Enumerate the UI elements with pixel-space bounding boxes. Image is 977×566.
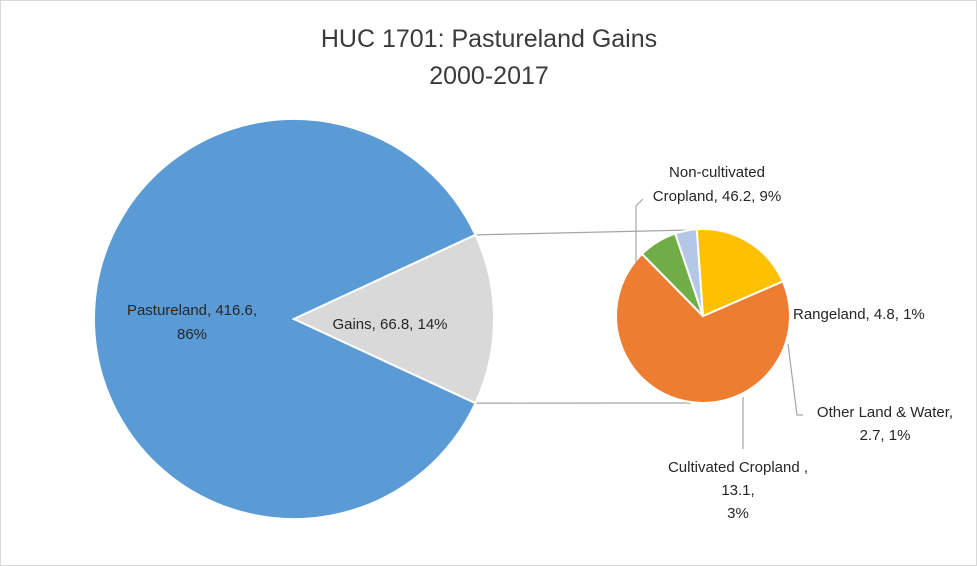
leader-lines xyxy=(635,198,803,449)
label-rangeland-line-1: Rangeland, 4.8, 1% xyxy=(793,306,925,323)
connector-top xyxy=(475,229,692,236)
secondary-pie xyxy=(615,228,791,404)
connector-lines xyxy=(475,229,692,404)
label-pastureland-line-2: 86% xyxy=(177,326,207,343)
label-other-line-2: 2.7, 1% xyxy=(860,427,911,444)
label-noncultivated-line-2: Cropland, 46.2, 9% xyxy=(653,188,781,205)
chart-title: HUC 1701: Pastureland Gains xyxy=(321,25,657,53)
leader-noncultivated xyxy=(635,198,644,263)
label-cultivated-line-1: Cultivated Cropland , xyxy=(668,459,808,476)
label-cultivated-line-3: 3% xyxy=(727,505,749,522)
leader-other xyxy=(787,343,803,416)
label-noncultivated-line-1: Non-cultivated xyxy=(669,164,765,181)
slice-gains xyxy=(291,233,495,405)
data-labels: Pastureland, 416.6, 86% Gains, 66.8, 14% No… xyxy=(127,164,953,522)
label-other-line-1: Other Land & Water, xyxy=(817,404,953,421)
primary-pie xyxy=(93,118,495,520)
label-cultivated-line-2: 13.1, xyxy=(721,482,754,499)
label-gains-line-1: Gains, 66.8, 14% xyxy=(332,316,447,333)
slice-cultivated xyxy=(695,228,785,318)
slice-noncultivated xyxy=(615,252,791,404)
chart-subtitle: 2000-2017 xyxy=(429,62,549,90)
slice-pastureland xyxy=(93,118,477,520)
label-pastureland-line-1: Pastureland, 416.6, xyxy=(127,302,257,319)
